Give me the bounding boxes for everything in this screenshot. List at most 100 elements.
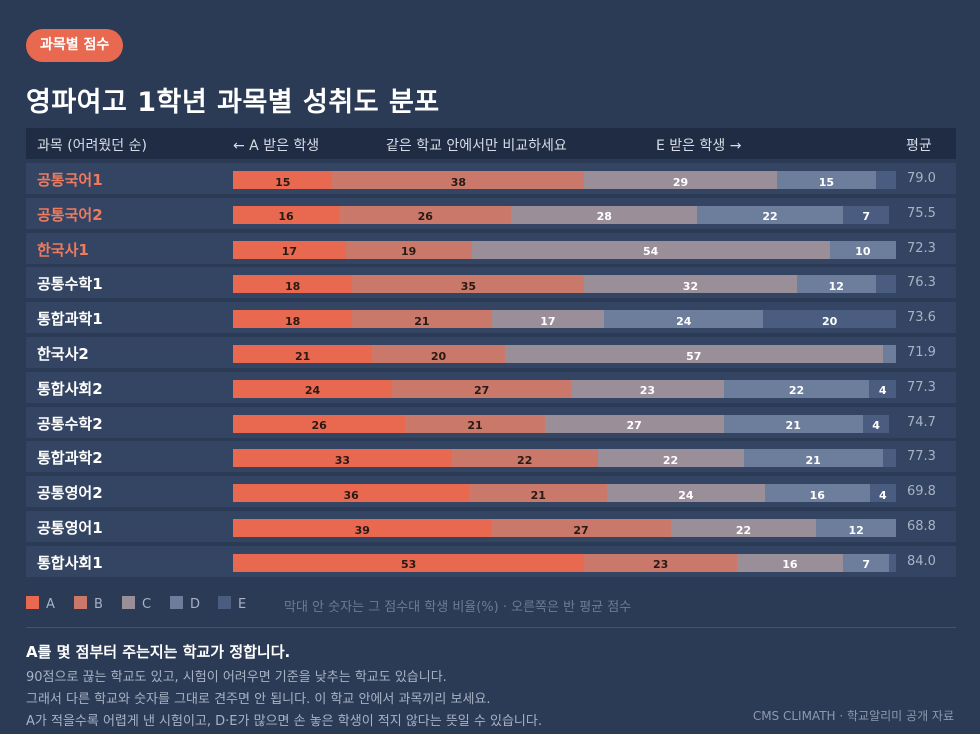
segment-value-label: 27	[473, 384, 490, 398]
segment-value-label: 18	[285, 314, 301, 328]
bar-segment-e	[876, 275, 896, 294]
stacked-bar: 24 27 23 22 4	[233, 379, 896, 398]
bar-segment-a: 36	[233, 484, 470, 503]
segment-value-label: 26	[311, 419, 327, 433]
segment-value-label: 21	[294, 349, 311, 363]
segment-value-label: 54	[643, 245, 659, 259]
segment-value-label: 27	[626, 419, 642, 433]
segment-value-label: 18	[285, 279, 301, 293]
bar-segment-a: 53	[233, 553, 585, 572]
chart-row: 통합과학1 18 21 17 24 20 73.6	[26, 302, 956, 334]
bar-segment-c: 57	[504, 345, 883, 363]
bar-segment-c: 28	[511, 205, 698, 224]
average-score: 72.3	[907, 240, 936, 256]
bar-segment-c: 16	[736, 553, 843, 572]
average-score: 77.3	[907, 379, 936, 395]
segment-value-label: 22	[762, 210, 778, 224]
stacked-bar: 18 35 32 12	[233, 275, 896, 294]
bar-segment-b: 35	[352, 275, 585, 294]
subject-label: 공통영어1	[37, 519, 103, 537]
segment-value-label: 12	[828, 279, 844, 293]
bar-segment-b: 23	[584, 553, 737, 572]
stacked-bar: 15 38 29 15	[233, 171, 896, 189]
bar-segment-d: 22	[697, 205, 843, 224]
chart-row: 공통국어1 15 38 29 15 79.0	[26, 163, 956, 194]
subject-label: 통합사회2	[37, 379, 103, 398]
segment-value-label: 4	[878, 384, 887, 398]
segment-value-label: 12	[848, 523, 864, 537]
bar-segment-d: 21	[743, 449, 883, 468]
segment-value-label: 7	[862, 210, 870, 224]
legend-swatch	[170, 596, 183, 609]
segment-value-label: 22	[662, 453, 679, 467]
header-left: ← A 받은 학생	[233, 138, 320, 154]
segment-value-label: 22	[517, 453, 533, 467]
stacked-bar: 17 19 54 10	[233, 240, 896, 259]
average-score: 69.8	[907, 484, 936, 500]
bar-segment-a: 15	[233, 171, 333, 189]
segment-value-label: 21	[530, 488, 546, 502]
subject-label: 공통국어2	[37, 205, 103, 224]
subject-label: 공통수학2	[37, 414, 103, 433]
bar-segment-d: 22	[723, 379, 870, 398]
bar-segment-b: 21	[352, 310, 492, 329]
legend-swatch	[26, 596, 39, 609]
legend-label: A	[46, 597, 55, 612]
segment-value-label: 53	[401, 558, 417, 572]
segment-value-label: 22	[788, 384, 805, 398]
segment-value-label: 17	[540, 314, 556, 328]
segment-value-label: 28	[596, 210, 612, 224]
segment-value-label: 23	[652, 558, 669, 572]
legend-item-b: B	[74, 596, 103, 612]
legend-item-a: A	[26, 596, 55, 612]
chart-row: 공통영어2 36 21 24 16 4 69.8	[26, 476, 956, 508]
legend-item-d: D	[170, 596, 200, 612]
footer-title: A를 몇 점부터 주는지는 학교가 정합니다.	[26, 643, 291, 661]
bar-segment-e	[889, 553, 896, 572]
segment-value-label: 22	[735, 523, 752, 537]
header-right: E 받은 학생 →	[656, 138, 742, 154]
subject-label: 한국사2	[37, 345, 89, 363]
average-score: 75.5	[907, 205, 936, 221]
average-score: 71.9	[907, 345, 936, 360]
segment-value-label: 4	[879, 488, 887, 502]
segment-value-label: 21	[785, 419, 801, 433]
subject-label: 통합사회1	[37, 553, 103, 572]
bar-segment-e: 7	[842, 205, 890, 224]
bar-segment-e: 20	[763, 310, 896, 329]
segment-value-label: 24	[678, 488, 694, 502]
bar-segment-a: 24	[233, 379, 393, 398]
bar-segment-c: 22	[597, 449, 744, 468]
segment-value-label: 16	[782, 558, 798, 572]
bar-segment-b: 22	[451, 449, 598, 468]
segment-value-label: 23	[639, 384, 655, 398]
bar-segment-b: 21	[469, 484, 608, 503]
average-score: 79.0	[907, 171, 936, 186]
bar-segment-b: 38	[332, 171, 585, 189]
source-credit: CMS CLIMATH · 학교알리미 공개 자료	[752, 709, 954, 723]
bar-segment-c: 22	[670, 519, 817, 537]
average-score: 84.0	[907, 553, 936, 569]
footer-line: 그래서 다른 학교와 숫자를 그대로 견주면 안 됩니다. 이 학교 안에서 과…	[26, 692, 491, 707]
bar-segment-d: 12	[816, 519, 896, 537]
bar-segment-c: 54	[471, 240, 830, 259]
average-score: 77.3	[907, 449, 936, 465]
bar-segment-e: 4	[869, 379, 896, 398]
stacked-bar: 53 23 16 7	[233, 553, 896, 572]
bar-segment-e	[876, 171, 896, 189]
legend-swatch	[122, 596, 135, 609]
bar-segment-a: 39	[233, 519, 492, 537]
bar-segment-b: 19	[345, 240, 472, 259]
header-middle: 같은 학교 안에서만 비교하세요	[386, 138, 567, 154]
bar-segment-d: 15	[776, 171, 877, 189]
segment-value-label: 24	[676, 314, 692, 328]
average-score: 74.7	[907, 414, 936, 430]
bar-segment-a: 33	[233, 449, 452, 468]
bar-segment-e: 4	[862, 414, 890, 433]
bar-segment-b: 27	[491, 519, 671, 537]
segment-value-label: 39	[354, 523, 370, 537]
subject-label: 공통국어1	[37, 171, 103, 189]
legend-item-e: E	[218, 596, 246, 612]
segment-value-label: 27	[573, 523, 589, 537]
bar-segment-b: 27	[392, 379, 572, 398]
